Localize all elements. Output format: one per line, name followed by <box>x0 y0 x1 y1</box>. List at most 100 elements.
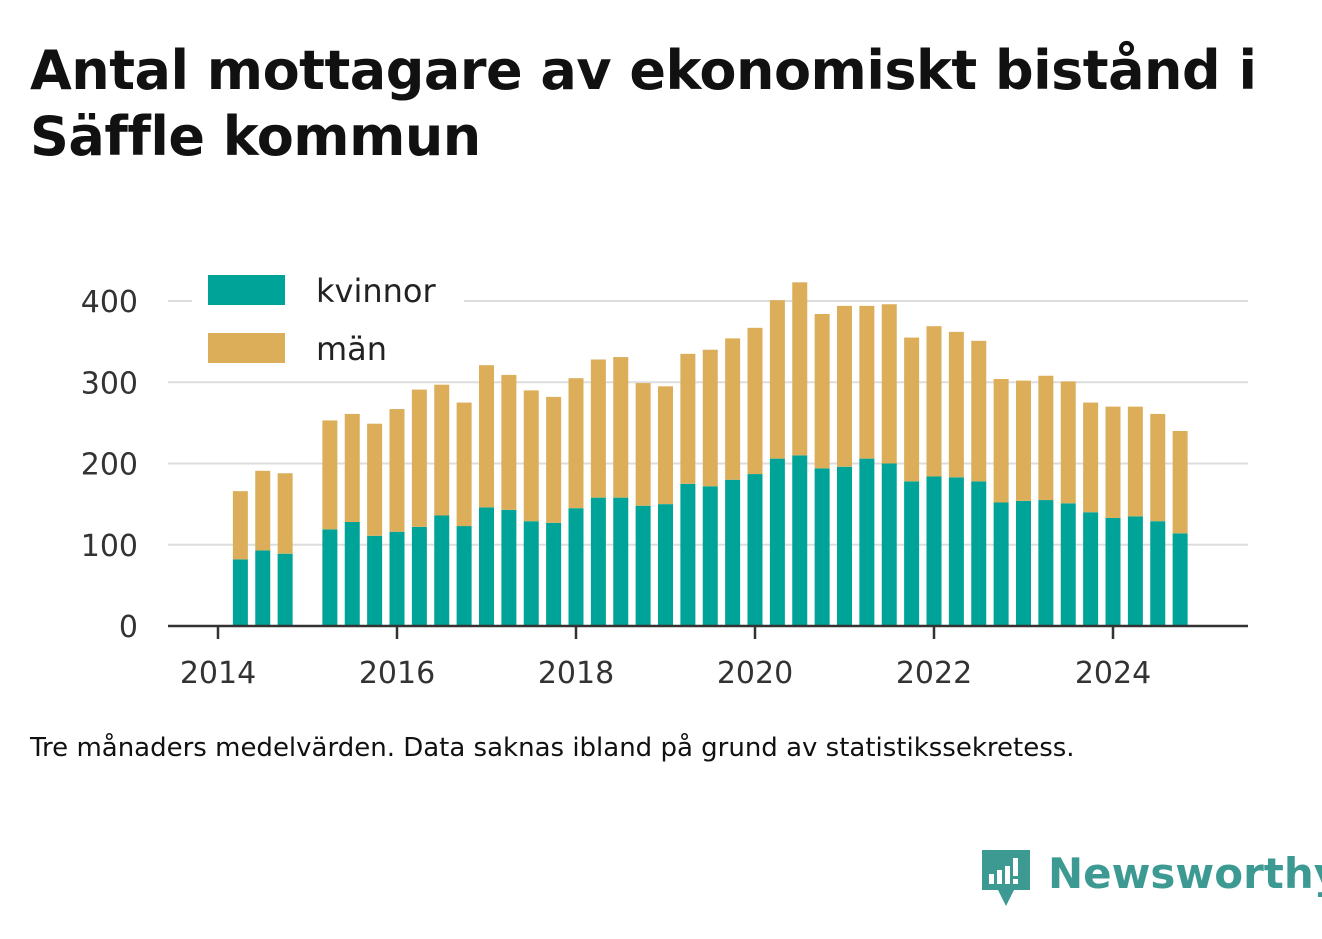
bar-kvinnor <box>255 550 271 626</box>
y-tick-label: 100 <box>81 529 138 564</box>
bar-kvinnor <box>971 481 987 626</box>
newsworthy-logo-icon <box>982 850 1030 906</box>
bar-man <box>322 420 338 530</box>
bar-kvinnor <box>434 515 450 626</box>
bar-man <box>1172 431 1188 534</box>
x-tick-label: 2016 <box>359 656 435 691</box>
bar-kvinnor <box>792 455 808 626</box>
y-ticks: 0 100 200 300 400 <box>81 285 138 645</box>
bar-kvinnor <box>702 486 718 626</box>
bar-man <box>680 353 696 484</box>
bar-man <box>255 470 271 551</box>
legend-label-man: män <box>316 330 387 368</box>
bar-kvinnor <box>322 529 338 626</box>
bar-kvinnor <box>367 535 383 626</box>
bar-kvinnor <box>1105 517 1121 626</box>
bar-kvinnor <box>1016 500 1031 626</box>
bar-man <box>434 384 450 516</box>
bar-kvinnor <box>993 502 1009 626</box>
legend-swatch-man <box>208 333 285 363</box>
bar-man <box>904 337 920 482</box>
bar-kvinnor <box>747 474 763 626</box>
bar-man <box>725 338 741 480</box>
bar-man <box>837 305 852 467</box>
bar-man <box>747 327 763 475</box>
legend-swatch-kvinnor <box>208 275 285 305</box>
bar-kvinnor <box>613 497 629 626</box>
bar-kvinnor <box>546 522 562 626</box>
bar-kvinnor <box>411 526 427 626</box>
bar-kvinnor <box>568 508 584 626</box>
bar-man <box>344 413 360 522</box>
bar-man <box>658 386 673 505</box>
bar-kvinnor <box>1172 533 1188 626</box>
bar-man <box>232 491 248 560</box>
bar-kvinnor <box>1038 500 1054 626</box>
bar-kvinnor <box>501 509 517 626</box>
x-tick-label: 2024 <box>1075 656 1151 691</box>
bar-kvinnor <box>926 476 942 626</box>
legend-label-kvinnor: kvinnor <box>316 272 437 310</box>
bar-kvinnor <box>658 504 673 626</box>
y-tick-label: 300 <box>81 366 138 401</box>
bar-kvinnor <box>277 553 293 626</box>
x-tick-label: 2018 <box>538 656 614 691</box>
bar-kvinnor <box>904 481 920 626</box>
bar-man <box>613 357 629 498</box>
bar-man <box>546 396 562 523</box>
bar-kvinnor <box>1150 521 1166 626</box>
bar-kvinnor <box>523 521 539 626</box>
bar-man <box>523 390 539 522</box>
legend: kvinnor män <box>192 268 464 374</box>
bar-kvinnor <box>635 505 651 626</box>
bar-man <box>1060 381 1076 504</box>
bar-kvinnor <box>769 458 785 626</box>
bar-man <box>590 359 606 498</box>
bar-man <box>367 423 383 536</box>
bar-man <box>792 282 808 456</box>
bar-man <box>814 314 830 469</box>
caption: Tre månaders medelvärden. Data saknas ib… <box>30 733 1075 763</box>
bar-man <box>1016 380 1031 501</box>
y-tick-label: 200 <box>81 448 138 483</box>
bars <box>232 282 1188 626</box>
bar-man <box>456 402 472 527</box>
bar-man <box>277 473 293 554</box>
bar-kvinnor <box>232 559 248 626</box>
y-tick-label: 400 <box>81 285 138 320</box>
bar-man <box>411 389 427 527</box>
bar-kvinnor <box>389 531 405 626</box>
bar-man <box>926 326 942 477</box>
bar-man <box>635 383 651 506</box>
brand-name: Newsworthy <box>1048 849 1322 898</box>
x-tick-label: 2022 <box>896 656 972 691</box>
bar-man <box>1150 413 1166 522</box>
bar-man <box>1038 375 1054 501</box>
x-ticks: 2014 2016 2018 2020 2022 2024 <box>180 626 1151 691</box>
bar-man <box>1127 406 1143 517</box>
bar-man <box>881 304 897 464</box>
bar-man <box>479 365 494 508</box>
bar-man <box>1083 402 1099 513</box>
bar-man <box>1105 406 1121 518</box>
y-tick-label: 0 <box>119 610 138 645</box>
bar-man <box>859 305 875 459</box>
bar-man <box>389 409 405 532</box>
bar-man <box>993 379 1009 503</box>
bar-kvinnor <box>479 507 494 626</box>
bar-kvinnor <box>680 483 696 626</box>
bar-kvinnor <box>948 477 964 626</box>
bar-kvinnor <box>881 463 897 626</box>
bar-kvinnor <box>456 526 472 626</box>
bar-kvinnor <box>725 479 741 626</box>
bar-man <box>702 349 718 487</box>
x-tick-label: 2014 <box>180 656 256 691</box>
bar-man <box>501 374 517 510</box>
bar-man <box>568 378 584 509</box>
bar-kvinnor <box>1083 512 1099 626</box>
chart-title: Antal mottagare av ekonomiskt bistånd i … <box>30 39 1257 168</box>
bar-kvinnor <box>814 468 830 626</box>
bar-man <box>948 331 964 478</box>
bar-kvinnor <box>1127 516 1143 626</box>
